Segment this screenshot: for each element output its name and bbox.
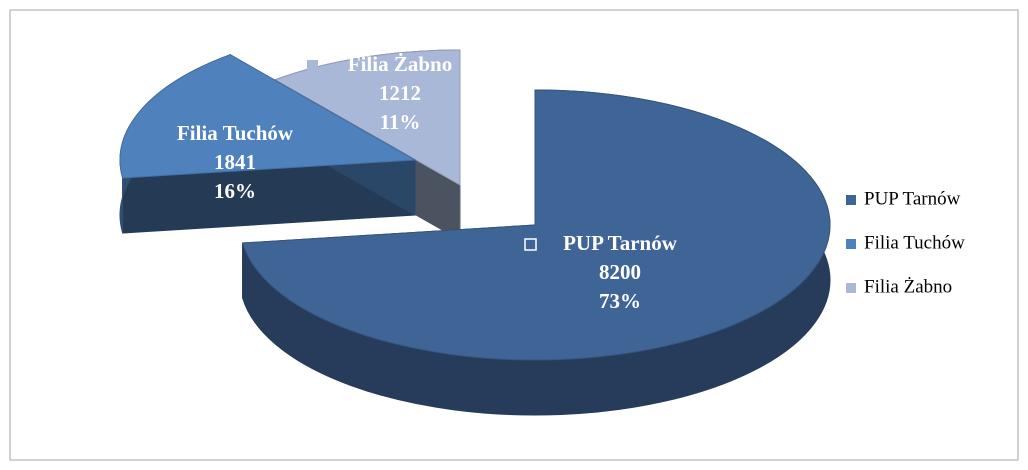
data-label-value: 8200 — [599, 260, 641, 284]
legend-swatch — [846, 239, 856, 249]
data-label-percent: 73% — [599, 289, 641, 313]
legend-label: Filia Tuchów — [864, 232, 965, 253]
slice-top — [241, 89, 831, 361]
data-label-value: 1841 — [214, 150, 256, 174]
pie-slice — [119, 53, 417, 234]
data-label-percent: 16% — [214, 179, 256, 203]
legend-label: PUP Tarnów — [864, 188, 961, 209]
slice-top — [274, 49, 461, 186]
label-marker — [142, 129, 153, 140]
pie-slice — [241, 89, 831, 416]
data-label-category: Filia Żabno — [348, 52, 452, 76]
data-label-percent: 11% — [380, 110, 421, 134]
data-label-category: PUP Tarnów — [563, 231, 678, 255]
legend-swatch — [846, 195, 856, 205]
data-label-value: 1212 — [379, 81, 421, 105]
data-label-category: Filia Tuchów — [177, 121, 294, 145]
slice-top — [119, 54, 417, 179]
legend-label: Filia Żabno — [864, 276, 952, 297]
legend-swatch — [846, 283, 856, 293]
label-marker — [524, 238, 537, 251]
label-marker — [307, 60, 318, 71]
